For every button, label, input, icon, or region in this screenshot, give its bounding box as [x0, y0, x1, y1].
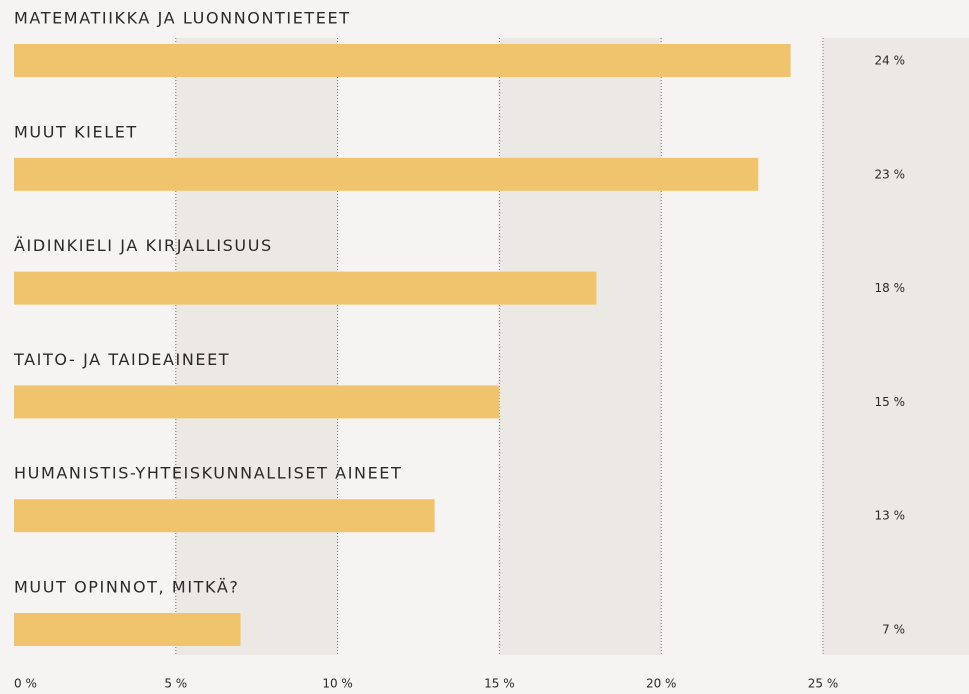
x-tick-label: 20 %: [646, 677, 677, 691]
x-tick-label: 25 %: [808, 677, 839, 691]
category-label: HUMANISTIS-YHTEISKUNNALLISET AINEET: [14, 464, 402, 483]
value-label: 7 %: [882, 623, 905, 637]
band: [175, 38, 338, 655]
category-label: ÄIDINKIELI JA KIRJALLISUUS: [14, 236, 273, 255]
value-label: 15 %: [875, 395, 906, 409]
x-tick-label: 0 %: [14, 677, 37, 691]
value-label: 13 %: [875, 509, 906, 523]
bar: [14, 613, 241, 646]
bar: [14, 157, 759, 191]
x-tick-label: 5 %: [164, 677, 187, 691]
category-label: MATEMATIIKKA JA LUONNONTIETEET: [14, 9, 351, 28]
x-tick-label: 10 %: [322, 677, 353, 691]
band: [823, 38, 969, 655]
bar: [14, 385, 500, 419]
bar: [14, 271, 597, 305]
bar: [14, 44, 791, 77]
value-label: 24 %: [875, 54, 906, 68]
value-label: 18 %: [875, 281, 906, 295]
bar: [14, 499, 435, 533]
band: [499, 38, 662, 655]
category-label: MUUT OPINNOT, MITKÄ?: [14, 578, 239, 597]
value-label: 23 %: [875, 167, 906, 181]
category-label: TAITO- JA TAIDEAINEET: [13, 350, 230, 369]
category-label: MUUT KIELET: [14, 122, 138, 141]
x-tick-label: 15 %: [484, 677, 515, 691]
